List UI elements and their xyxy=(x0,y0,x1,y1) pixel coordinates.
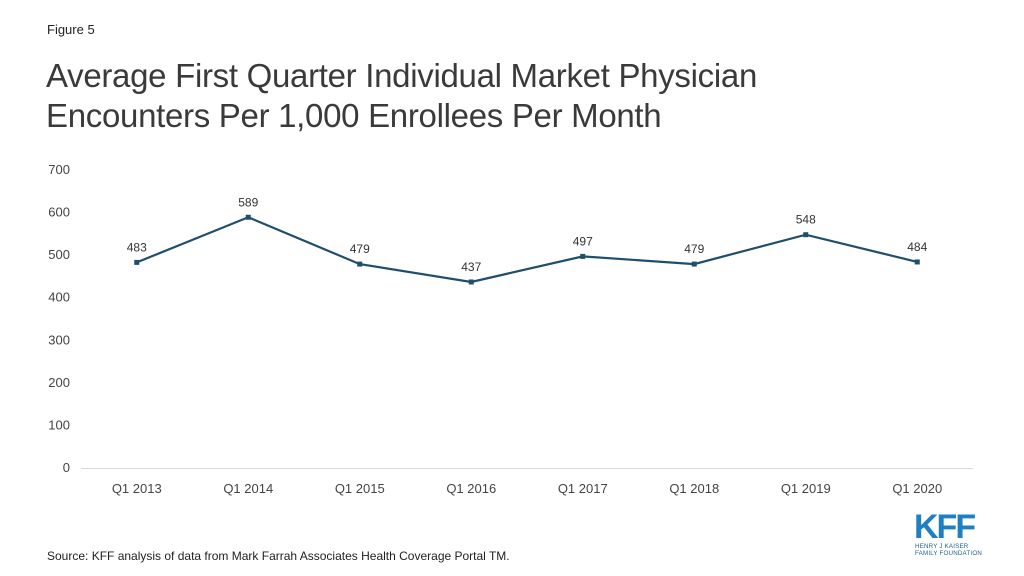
y-tick-label: 700 xyxy=(48,162,70,177)
x-tick-label: Q1 2015 xyxy=(335,481,385,496)
kff-logo: KFF HENRY J KAISER FAMILY FOUNDATION xyxy=(914,510,982,557)
x-tick-label: Q1 2020 xyxy=(892,481,942,496)
y-tick-label: 300 xyxy=(48,332,70,347)
y-tick-label: 100 xyxy=(48,417,70,432)
x-tick-label: Q1 2017 xyxy=(558,481,608,496)
data-point xyxy=(468,279,474,285)
data-point xyxy=(134,259,140,265)
y-axis-ticks: 0 100 200 300 400 500 600 700 xyxy=(48,162,70,475)
data-label: 479 xyxy=(350,242,370,256)
x-tick-label: Q1 2019 xyxy=(781,481,831,496)
data-point xyxy=(245,214,251,220)
data-point xyxy=(914,259,920,265)
logo-line-2: FAMILY FOUNDATION xyxy=(915,550,982,557)
chart-title-line-2: Encounters Per 1,000 Enrollees Per Month xyxy=(46,97,662,134)
figure-label: Figure 5 xyxy=(47,22,95,37)
data-point xyxy=(803,232,809,238)
x-tick-label: Q1 2013 xyxy=(112,481,162,496)
y-tick-label: 500 xyxy=(48,247,70,262)
data-label: 483 xyxy=(127,240,147,254)
data-label: 548 xyxy=(796,213,816,227)
x-axis-ticks: Q1 2013 Q1 2014 Q1 2015 Q1 2016 Q1 2017 Q1 20… xyxy=(112,481,942,496)
y-tick-label: 200 xyxy=(48,375,70,390)
data-label: 479 xyxy=(684,242,704,256)
data-point xyxy=(357,261,363,267)
logo-line-1: HENRY J KAISER xyxy=(915,543,969,550)
x-tick-label: Q1 2018 xyxy=(669,481,719,496)
y-tick-label: 400 xyxy=(48,290,70,305)
data-point xyxy=(580,253,586,259)
series-line xyxy=(136,216,918,284)
y-tick-label: 600 xyxy=(48,205,70,220)
x-tick-label: Q1 2016 xyxy=(446,481,496,496)
data-point xyxy=(691,261,697,267)
data-label: 437 xyxy=(461,260,481,274)
data-labels: 483 589 479 437 497 479 548 484 xyxy=(127,195,928,274)
series-markers xyxy=(134,214,920,285)
chart-title: Average First Quarter Individual Market … xyxy=(46,56,866,136)
x-tick-label: Q1 2014 xyxy=(223,481,273,496)
chart-title-line-1: Average First Quarter Individual Market … xyxy=(46,57,757,94)
data-label: 589 xyxy=(238,195,258,209)
logo-wordmark: KFF xyxy=(914,510,975,546)
y-tick-label: 0 xyxy=(63,460,70,475)
data-label: 497 xyxy=(573,234,593,248)
data-label: 484 xyxy=(907,240,927,254)
source-note: Source: KFF analysis of data from Mark F… xyxy=(47,549,510,563)
